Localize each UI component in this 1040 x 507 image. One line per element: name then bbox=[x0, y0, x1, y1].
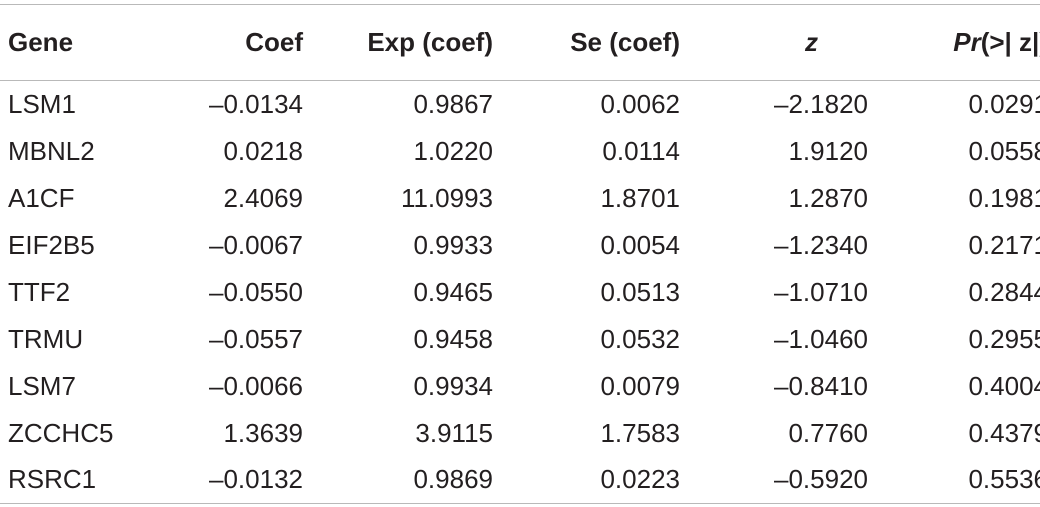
header-coef: Coef bbox=[183, 4, 303, 81]
cell-se-coef: 1.7583 bbox=[600, 417, 680, 448]
cell-pr: 0.2844 bbox=[968, 276, 1040, 307]
header-row: Gene Coef Exp (coef) Se (coef) z Pr(>| z… bbox=[0, 4, 1040, 81]
table-row: TTF2 –0.0550 0.9465 0.0513 –1.0710 0.2844 bbox=[0, 269, 1040, 316]
cell-pr: 0.1981 bbox=[968, 182, 1040, 213]
cell-gene: EIF2B5 bbox=[8, 229, 95, 260]
cell-pr: 0.4379 bbox=[968, 417, 1040, 448]
cell-coef: 1.3639 bbox=[223, 417, 303, 448]
cell-z: –1.0460 bbox=[774, 323, 868, 354]
cell-gene: LSM7 bbox=[8, 370, 76, 401]
cell-exp-coef: 0.9934 bbox=[413, 370, 493, 401]
cell-exp-coef: 0.9458 bbox=[413, 323, 493, 354]
header-z: z bbox=[680, 4, 868, 81]
cell-gene: RSRC1 bbox=[0, 456, 183, 504]
cell-gene: A1CF bbox=[8, 182, 75, 213]
table-row: LSM7 –0.0066 0.9934 0.0079 –0.8410 0.4004 bbox=[0, 363, 1040, 410]
cell-gene: TRMU bbox=[8, 323, 84, 354]
cell-exp-coef: 0.9869 bbox=[303, 456, 493, 504]
header-se-coef: Se (coef) bbox=[493, 4, 680, 81]
table-row: LSM1 –0.0134 0.9867 0.0062 –2.1820 0.0291 bbox=[0, 81, 1040, 128]
cell-coef: –0.0067 bbox=[209, 229, 303, 260]
cell-coef: 2.4069 bbox=[223, 182, 303, 213]
cell-exp-coef: 3.9115 bbox=[415, 417, 493, 448]
table-row: A1CF 2.4069 11.0993 1.8701 1.2870 0.1981 bbox=[0, 175, 1040, 222]
cell-z: –0.8410 bbox=[774, 370, 868, 401]
cox-regression-table: Gene Coef Exp (coef) Se (coef) z Pr(>| z… bbox=[0, 4, 1040, 504]
table-row: ZCCHC5 1.3639 3.9115 1.7583 0.7760 0.4379 bbox=[0, 410, 1040, 457]
cell-coef: –0.0132 bbox=[183, 456, 303, 504]
cell-se-coef: 1.8701 bbox=[600, 182, 680, 213]
cell-se-coef: 0.0054 bbox=[600, 229, 680, 260]
table-row: MBNL2 0.0218 1.0220 0.0114 1.9120 0.0558 bbox=[0, 128, 1040, 175]
header-exp-coef: Exp (coef) bbox=[303, 4, 493, 81]
cell-exp-coef: 11.0993 bbox=[400, 182, 493, 213]
cell-coef: –0.0557 bbox=[209, 323, 303, 354]
cell-gene: LSM1 bbox=[8, 88, 76, 119]
cell-z: –0.5920 bbox=[680, 456, 868, 504]
cell-exp-coef: 0.9933 bbox=[413, 229, 493, 260]
cell-coef: –0.0550 bbox=[209, 276, 303, 307]
cell-z: 1.9120 bbox=[788, 135, 868, 166]
table-body: LSM1 –0.0134 0.9867 0.0062 –2.1820 0.0291 MBNL… bbox=[0, 81, 1040, 504]
cell-exp-coef: 0.9465 bbox=[413, 276, 493, 307]
cell-exp-coef: 0.9867 bbox=[413, 88, 493, 119]
cell-se-coef: 0.0062 bbox=[600, 88, 680, 119]
cell-z: 1.2870 bbox=[788, 182, 868, 213]
cell-pr: 0.0558 bbox=[968, 135, 1040, 166]
cell-pr: 0.0291 bbox=[968, 88, 1040, 119]
cell-se-coef: 0.0223 bbox=[493, 456, 680, 504]
cell-z: –2.1820 bbox=[774, 88, 868, 119]
cell-gene: TTF2 bbox=[8, 276, 71, 307]
cell-exp-coef: 1.0220 bbox=[413, 135, 493, 166]
cell-z: –1.0710 bbox=[774, 276, 868, 307]
header-pr: Pr(>| z|) bbox=[868, 4, 1040, 81]
cell-coef: –0.0066 bbox=[209, 370, 303, 401]
table-header: Gene Coef Exp (coef) Se (coef) z Pr(>| z… bbox=[0, 4, 1040, 81]
table-row: EIF2B5 –0.0067 0.9933 0.0054 –1.2340 0.2171 bbox=[0, 222, 1040, 269]
cell-z: 0.7760 bbox=[788, 417, 868, 448]
cell-pr: 0.2955 bbox=[968, 323, 1040, 354]
cell-pr: 0.2171 bbox=[968, 229, 1040, 260]
cell-se-coef: 0.0532 bbox=[600, 323, 680, 354]
cell-gene: MBNL2 bbox=[8, 135, 95, 166]
cell-se-coef: 0.0513 bbox=[600, 276, 680, 307]
cell-gene: ZCCHC5 bbox=[8, 417, 114, 448]
cell-pr: 0.4004 bbox=[968, 370, 1040, 401]
cell-pr: 0.5536 bbox=[868, 456, 1040, 504]
cell-coef: 0.0218 bbox=[223, 135, 303, 166]
cell-se-coef: 0.0114 bbox=[602, 135, 680, 166]
cell-se-coef: 0.0079 bbox=[600, 370, 680, 401]
header-z-label: z bbox=[805, 27, 818, 57]
table-row: TRMU –0.0557 0.9458 0.0532 –1.0460 0.2955 bbox=[0, 316, 1040, 363]
header-pr-italic: Pr bbox=[953, 27, 981, 57]
header-pr-rest: (>| z|) bbox=[980, 27, 1040, 57]
cell-z: –1.2340 bbox=[774, 229, 868, 260]
cell-coef: –0.0134 bbox=[209, 88, 303, 119]
header-gene: Gene bbox=[0, 4, 183, 81]
